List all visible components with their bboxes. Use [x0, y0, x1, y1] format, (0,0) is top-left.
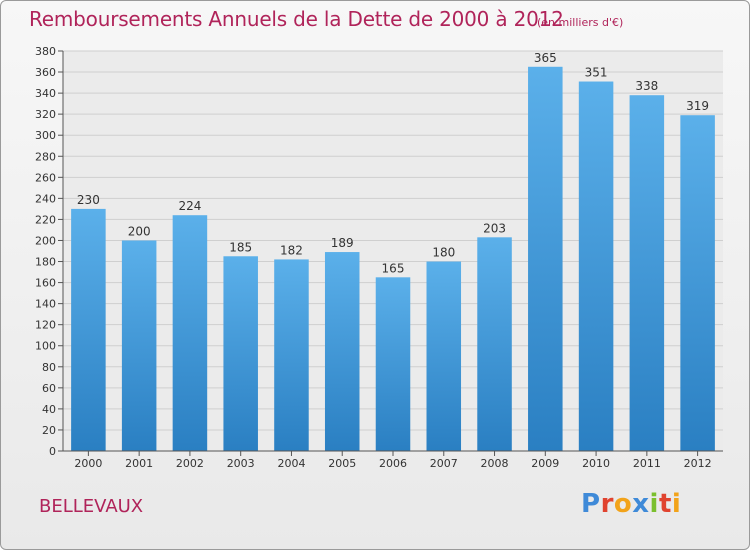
- bar-value-label: 185: [229, 240, 252, 254]
- proxiti-logo[interactable]: Proxiti: [581, 489, 681, 519]
- y-tick-label: 220: [35, 213, 56, 226]
- y-tick-label: 260: [35, 171, 56, 184]
- x-tick-label: 2006: [379, 457, 407, 470]
- x-tick-label: 2007: [430, 457, 458, 470]
- y-tick-label: 280: [35, 150, 56, 163]
- bar-value-label: 182: [280, 243, 303, 257]
- chart-unit-label: (en milliers d'€): [537, 16, 624, 29]
- bar-value-label: 319: [686, 99, 709, 113]
- x-tick-label: 2004: [277, 457, 305, 470]
- x-tick-label: 2011: [633, 457, 661, 470]
- logo-letter: x: [632, 489, 650, 519]
- bar-value-label: 165: [382, 261, 405, 275]
- x-tick-label: 2000: [74, 457, 102, 470]
- bar-2011[interactable]: [629, 95, 665, 452]
- y-tick-label: 140: [35, 298, 56, 311]
- bar-value-label: 230: [77, 193, 100, 207]
- bar-value-label: 365: [534, 51, 557, 65]
- bar-2000[interactable]: [71, 208, 106, 451]
- y-tick-label: 0: [49, 445, 56, 458]
- bar-value-label: 351: [585, 66, 608, 80]
- bar-value-label: 180: [432, 246, 455, 260]
- bar-value-label: 189: [331, 236, 354, 250]
- x-tick-label: 2002: [176, 457, 204, 470]
- bar-2008[interactable]: [477, 237, 512, 451]
- logo-letter: i: [649, 489, 659, 519]
- y-tick-label: 340: [35, 87, 56, 100]
- bar-2003[interactable]: [223, 256, 258, 451]
- bar-2009[interactable]: [528, 66, 563, 451]
- y-tick-label: 300: [35, 129, 56, 142]
- y-tick-label: 80: [42, 361, 56, 374]
- y-tick-label: 100: [35, 340, 56, 353]
- bar-2006[interactable]: [375, 277, 411, 451]
- y-tick-label: 200: [35, 234, 56, 247]
- bar-2004[interactable]: [274, 259, 309, 451]
- x-tick-label: 2008: [481, 457, 509, 470]
- y-tick-label: 120: [35, 319, 56, 332]
- town-name: BELLEVAUX: [39, 496, 144, 517]
- bar-chart: 0 20 40 60 80 100 120 140 160 180 200 220 240 260 280 3…: [35, 45, 723, 470]
- y-tick-label: 240: [35, 192, 56, 205]
- y-tick-label: 360: [35, 66, 56, 79]
- logo-letter: P: [581, 489, 601, 519]
- logo-letter: r: [600, 489, 614, 519]
- x-tick-label: 2009: [531, 457, 559, 470]
- y-tick-label: 320: [35, 108, 56, 121]
- y-tick-label: 20: [42, 424, 56, 437]
- bar-2005[interactable]: [324, 252, 360, 451]
- logo-letter: i: [671, 489, 682, 519]
- y-tick-label: 380: [35, 45, 56, 58]
- logo-letter: o: [613, 489, 633, 519]
- bar-2002[interactable]: [172, 215, 208, 451]
- y-tick-label: 40: [42, 403, 56, 416]
- bar-value-label: 338: [635, 79, 658, 93]
- logo-letter: t: [658, 489, 672, 519]
- bar-value-label: 224: [178, 199, 201, 213]
- x-tick-label: 2003: [227, 457, 255, 470]
- x-tick-label: 2010: [582, 457, 610, 470]
- bar-2010[interactable]: [578, 81, 614, 452]
- bar-2007[interactable]: [426, 261, 462, 451]
- y-tick-label: 60: [42, 382, 56, 395]
- bar-value-label: 200: [128, 224, 151, 238]
- y-tick-label: 160: [35, 277, 56, 290]
- bar-2001[interactable]: [121, 240, 157, 451]
- y-tick-label: 180: [35, 256, 56, 269]
- bar-value-label: 203: [483, 221, 506, 235]
- chart-title: Remboursements Annuels de la Dette de 20…: [29, 7, 564, 31]
- x-tick-label: 2005: [328, 457, 356, 470]
- x-tick-label: 2001: [125, 457, 153, 470]
- bar-2012[interactable]: [680, 115, 715, 452]
- x-tick-label: 2012: [684, 457, 712, 470]
